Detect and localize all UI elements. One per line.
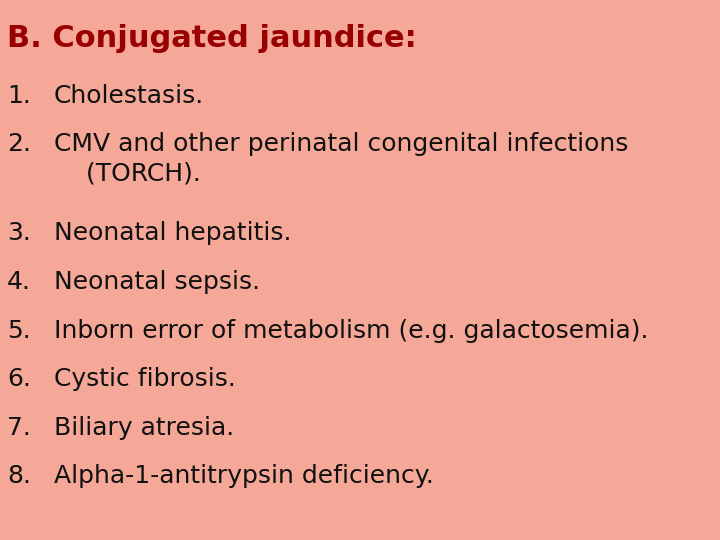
Text: 3.: 3. [7, 221, 31, 245]
Text: 8.: 8. [7, 464, 31, 488]
Text: Cystic fibrosis.: Cystic fibrosis. [54, 367, 236, 391]
Text: 2.: 2. [7, 132, 31, 156]
Text: Inborn error of metabolism (e.g. galactosemia).: Inborn error of metabolism (e.g. galacto… [54, 319, 649, 342]
Text: 4.: 4. [7, 270, 31, 294]
Text: CMV and other perinatal congenital infections
    (TORCH).: CMV and other perinatal congenital infec… [54, 132, 629, 185]
Text: Biliary atresia.: Biliary atresia. [54, 416, 234, 440]
Text: 7.: 7. [7, 416, 31, 440]
Text: B. Conjugated jaundice:: B. Conjugated jaundice: [7, 24, 417, 53]
Text: 5.: 5. [7, 319, 31, 342]
Text: 1.: 1. [7, 84, 31, 107]
Text: Alpha-1-antitrypsin deficiency.: Alpha-1-antitrypsin deficiency. [54, 464, 434, 488]
Text: Neonatal hepatitis.: Neonatal hepatitis. [54, 221, 292, 245]
Text: Neonatal sepsis.: Neonatal sepsis. [54, 270, 260, 294]
Text: Cholestasis.: Cholestasis. [54, 84, 204, 107]
Text: 6.: 6. [7, 367, 31, 391]
